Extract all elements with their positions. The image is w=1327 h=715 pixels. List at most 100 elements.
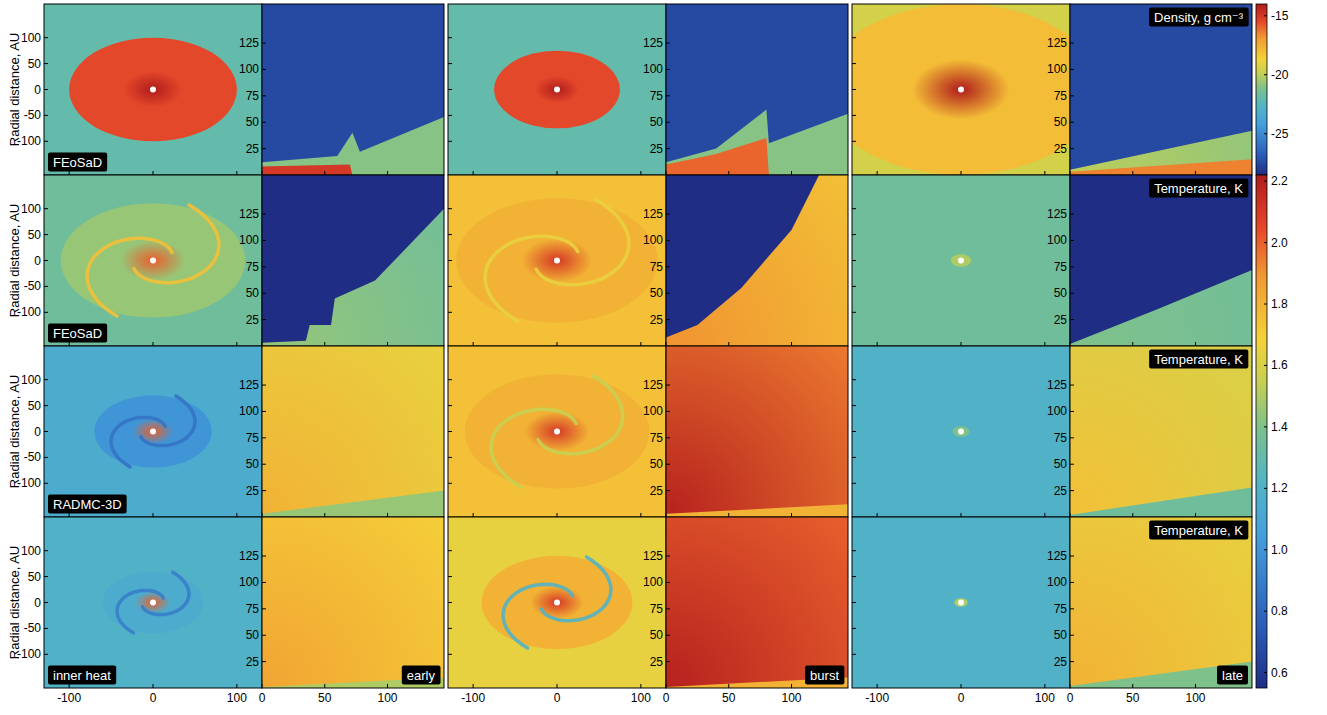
tick — [666, 556, 670, 557]
face-background — [448, 517, 666, 688]
tick — [262, 437, 266, 438]
tick-label: 0 — [34, 596, 41, 610]
axis-title: Radial distance, AU — [7, 204, 22, 317]
tick — [153, 171, 154, 175]
tick — [877, 171, 878, 175]
tick — [262, 240, 266, 241]
star — [554, 600, 560, 606]
tick — [262, 214, 266, 215]
tick — [640, 684, 641, 688]
tick-label: 0 — [34, 425, 41, 439]
colorbar — [1256, 175, 1267, 688]
tick — [448, 141, 452, 142]
tick — [44, 602, 48, 603]
tick-label: 50 — [28, 399, 42, 413]
tick-label: 100 — [782, 691, 802, 705]
tick — [262, 171, 263, 175]
star — [958, 258, 964, 264]
tick — [324, 513, 325, 517]
tick — [852, 483, 856, 484]
panel-frame — [44, 517, 262, 688]
tick — [666, 385, 670, 386]
tick — [1070, 513, 1071, 517]
tick — [44, 654, 48, 655]
tick-label: 75 — [246, 89, 260, 103]
tick — [666, 490, 670, 491]
panel-frame — [852, 517, 1070, 688]
spiral-arm — [134, 205, 219, 283]
tick-label: 50 — [246, 628, 260, 642]
tick — [262, 635, 266, 636]
tick-label: 25 — [246, 484, 260, 498]
tick — [69, 513, 70, 517]
tick — [448, 115, 452, 116]
tick — [852, 141, 856, 142]
edge-field — [666, 175, 848, 346]
tick — [1070, 385, 1074, 386]
tick-label: 0 — [34, 83, 41, 97]
face-on-panel — [448, 175, 666, 346]
face-disk — [482, 556, 633, 649]
tick-label: 0 — [259, 691, 266, 705]
tick — [44, 260, 48, 261]
tick — [473, 171, 474, 175]
tick-label: 1.2 — [1271, 481, 1288, 495]
tick-label: 75 — [1054, 602, 1068, 616]
face-on-panel — [448, 346, 666, 517]
tick — [153, 513, 154, 517]
spiral-arm — [117, 590, 163, 632]
tick-label: 0 — [34, 254, 41, 268]
tick — [262, 684, 263, 688]
tick-label: -20 — [1271, 68, 1289, 82]
tick — [262, 266, 266, 267]
tick — [1132, 513, 1133, 517]
edge-on-panel — [1070, 4, 1252, 175]
tick — [1264, 133, 1267, 134]
edge-on-panel — [666, 4, 848, 175]
tick-label: 100 — [239, 233, 259, 247]
face-background — [44, 517, 262, 688]
edge-on-panel — [262, 175, 444, 346]
tick — [1132, 342, 1133, 346]
tick — [1070, 684, 1071, 688]
face-on-panel — [448, 517, 666, 688]
tick-label: 100 — [643, 404, 663, 418]
face-on-panel — [852, 4, 1070, 175]
tick — [791, 684, 792, 688]
tick-label: 125 — [643, 207, 663, 221]
face-background — [448, 175, 666, 346]
spiral-arm — [503, 584, 572, 648]
panel-frame — [852, 4, 1070, 175]
tick — [852, 576, 856, 577]
tick-label: 0 — [554, 691, 561, 705]
face-background — [852, 346, 1070, 517]
tick-label: -100 — [17, 134, 41, 148]
tick — [666, 266, 670, 267]
edge-cavity — [262, 4, 444, 162]
tick — [1070, 342, 1071, 346]
tick-label: 125 — [643, 549, 663, 563]
tick-label: 100 — [239, 575, 259, 589]
row-label: FEoSaD — [53, 155, 102, 170]
face-background — [448, 346, 666, 517]
tick-label: 75 — [1054, 89, 1068, 103]
tick — [69, 171, 70, 175]
edge-field — [666, 517, 848, 688]
tick — [640, 513, 641, 517]
tick — [791, 342, 792, 346]
panel-frame — [1070, 4, 1252, 175]
tick-label: -100 — [17, 647, 41, 661]
tick — [448, 550, 452, 551]
tick-label: 50 — [1054, 115, 1068, 129]
tick-label: 25 — [246, 313, 260, 327]
star — [958, 600, 964, 606]
tick — [387, 684, 388, 688]
panel-frame — [1070, 517, 1252, 688]
tick — [640, 342, 641, 346]
tick — [666, 464, 670, 465]
tick-label: 25 — [1054, 655, 1068, 669]
tick-label: 100 — [227, 691, 247, 705]
label-box — [402, 666, 441, 685]
tick-label: 25 — [246, 655, 260, 669]
tick-label: 1.8 — [1271, 297, 1288, 311]
